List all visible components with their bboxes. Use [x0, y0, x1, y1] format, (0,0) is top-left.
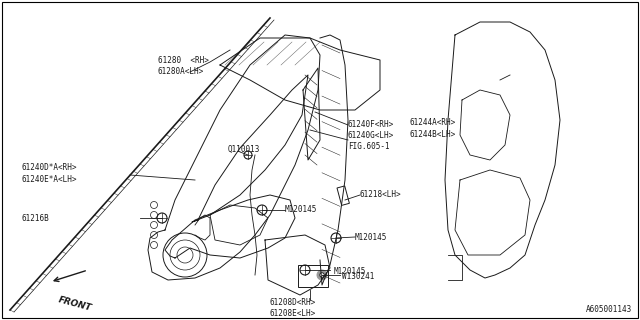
Text: FRONT: FRONT	[57, 295, 92, 313]
Text: 61280A<LH>: 61280A<LH>	[158, 67, 204, 76]
Text: M120145: M120145	[285, 205, 317, 214]
Text: Q110013: Q110013	[228, 145, 260, 154]
Text: W130241: W130241	[342, 272, 374, 281]
Text: M120145: M120145	[355, 233, 387, 242]
Bar	[337, 186, 349, 205]
Text: 61240G<LH>: 61240G<LH>	[348, 131, 394, 140]
Text: 61240F<RH>: 61240F<RH>	[348, 120, 394, 129]
Text: 61240E*A<LH>: 61240E*A<LH>	[22, 175, 77, 184]
Circle shape	[320, 273, 324, 277]
Text: 61240D*A<RH>: 61240D*A<RH>	[22, 163, 77, 172]
Text: 61208E<LH>: 61208E<LH>	[270, 309, 316, 318]
Text: 61244A<RH>: 61244A<RH>	[410, 118, 456, 127]
Text: FIG.605-1: FIG.605-1	[348, 142, 390, 151]
Text: 61218<LH>: 61218<LH>	[360, 190, 402, 199]
Text: 61208D<RH>: 61208D<RH>	[270, 298, 316, 307]
Text: 61280  <RH>: 61280 <RH>	[158, 56, 209, 65]
Text: 61244B<LH>: 61244B<LH>	[410, 130, 456, 139]
Text: A605001143: A605001143	[586, 305, 632, 314]
Text: M120145: M120145	[334, 267, 366, 276]
Text: 61216B: 61216B	[22, 214, 50, 223]
Bar	[298, 265, 328, 287]
Circle shape	[317, 270, 327, 280]
